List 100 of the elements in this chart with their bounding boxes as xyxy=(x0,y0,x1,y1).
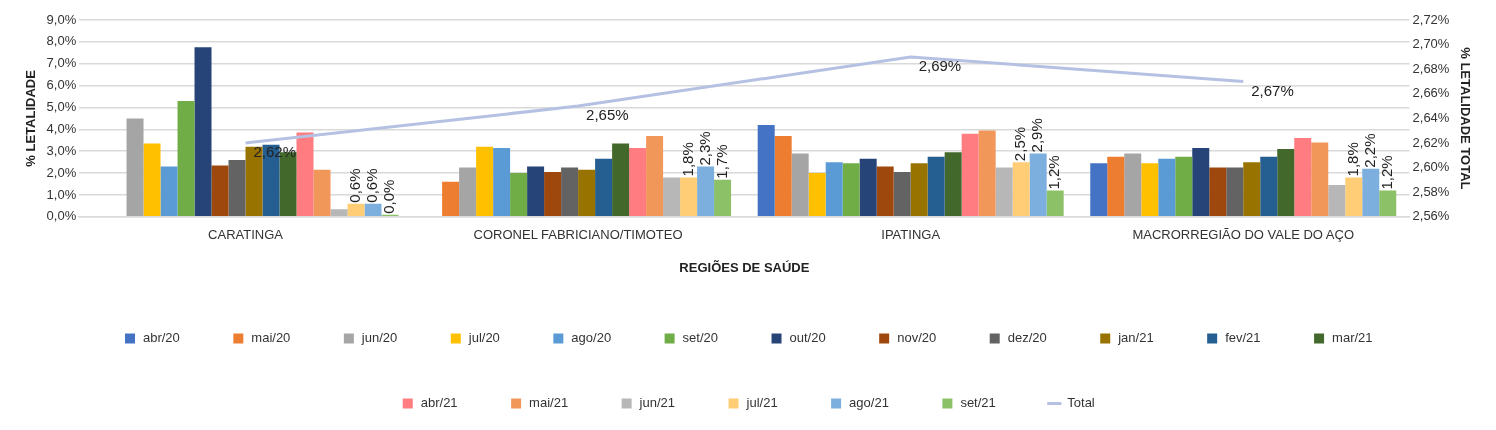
y2-tick-label: 2,72% xyxy=(1412,11,1450,27)
y-tick-label: 2,0% xyxy=(46,164,77,180)
bar xyxy=(1107,156,1125,217)
bar xyxy=(1029,153,1047,217)
data-label: 0,6% xyxy=(346,168,364,203)
bar xyxy=(1379,190,1397,217)
bar xyxy=(442,181,460,217)
bar xyxy=(774,135,792,217)
data-label: 2,2% xyxy=(1360,133,1378,168)
legend-label: ago/20 xyxy=(571,330,612,346)
y-tick-label: 6,0% xyxy=(46,77,77,93)
bar xyxy=(1345,177,1363,217)
bar xyxy=(595,158,613,217)
bar xyxy=(791,153,809,217)
y2-tick-label: 2,58% xyxy=(1412,183,1450,199)
bar xyxy=(995,167,1013,217)
legend-label: set/20 xyxy=(682,330,719,346)
bar xyxy=(1012,162,1030,217)
bar xyxy=(313,169,331,217)
bar xyxy=(1226,167,1244,217)
y2-axis-title: % LETALIDADE TOTAL xyxy=(1457,47,1473,190)
bar xyxy=(194,47,212,217)
y-tick-label: 9,0% xyxy=(46,11,77,27)
y2-tick-label: 2,70% xyxy=(1412,36,1450,52)
y2-tick-label: 2,60% xyxy=(1412,159,1450,175)
y2-tick-label: 2,62% xyxy=(1412,134,1450,150)
bar xyxy=(228,159,246,217)
y-tick-label: 0,0% xyxy=(46,208,77,224)
legend-label: abr/20 xyxy=(142,330,180,346)
data-label: 1,7% xyxy=(712,144,730,179)
legend-label: mai/20 xyxy=(251,330,291,346)
bar xyxy=(1328,185,1346,217)
data-label: 2,5% xyxy=(1011,126,1029,162)
bar xyxy=(126,118,144,217)
bar xyxy=(561,167,579,217)
bar xyxy=(859,158,877,217)
data-label: 1,2% xyxy=(1377,155,1395,190)
legend-label: fev/21 xyxy=(1225,330,1261,346)
y2-tick-label: 2,56% xyxy=(1412,208,1450,224)
bar xyxy=(646,135,664,217)
bar xyxy=(510,173,528,217)
y-axis-title: % LETALIDADE xyxy=(23,69,39,167)
bar xyxy=(1243,162,1261,217)
y-tick-label: 8,0% xyxy=(46,33,77,49)
data-label: 0,6% xyxy=(363,168,381,203)
y2-tick-label: 2,66% xyxy=(1412,85,1450,101)
legend-label: set/21 xyxy=(960,395,996,411)
x-tick-label: CARATINGA xyxy=(208,227,284,243)
bar xyxy=(910,163,928,217)
y2-tick-label: 2,64% xyxy=(1412,109,1450,125)
bar xyxy=(612,143,630,217)
x-tick-label: CORONEL FABRICIANO/TIMOTEO xyxy=(473,227,683,243)
data-label: 1,2% xyxy=(1045,155,1063,190)
bar xyxy=(1158,158,1176,217)
bar xyxy=(177,100,195,217)
bar xyxy=(697,166,715,217)
bar xyxy=(961,133,979,217)
legend-label: out/20 xyxy=(789,330,826,346)
legend-label: jun/20 xyxy=(360,330,398,346)
bar xyxy=(527,166,545,217)
data-label: 2,3% xyxy=(695,131,713,166)
x-tick-label: IPATINGA xyxy=(881,227,941,243)
bar xyxy=(459,167,477,217)
legend-label: jul/20 xyxy=(467,330,500,346)
legend-label: jan/21 xyxy=(1117,330,1154,346)
bar xyxy=(578,169,596,217)
legend-label: mai/21 xyxy=(529,395,569,411)
bar xyxy=(842,163,860,217)
bar xyxy=(330,209,348,217)
x-tick-label: MACRORREGIÃO DO VALE DO AÇO xyxy=(1132,227,1355,243)
y-tick-label: 4,0% xyxy=(46,120,77,136)
bar xyxy=(629,147,647,217)
bar xyxy=(927,156,945,217)
bar xyxy=(1277,149,1295,217)
bar xyxy=(757,124,775,217)
data-label: 1,8% xyxy=(1343,142,1361,177)
legend-label: Total xyxy=(1067,395,1095,411)
y2-tick-label: 2,68% xyxy=(1412,60,1450,76)
bar xyxy=(364,203,382,217)
bar xyxy=(808,173,826,217)
data-label: 1,8% xyxy=(678,142,696,177)
bar xyxy=(1260,156,1278,217)
bar xyxy=(493,147,511,217)
y-tick-label: 5,0% xyxy=(46,99,77,115)
bar xyxy=(978,130,996,217)
bar xyxy=(296,132,314,217)
data-label: 0,0% xyxy=(380,179,398,214)
bar xyxy=(347,203,365,217)
data-label: 2,65% xyxy=(586,106,629,124)
bar xyxy=(1124,153,1142,217)
bar xyxy=(1175,156,1193,217)
legend-label: jun/21 xyxy=(638,395,676,411)
bar xyxy=(476,146,494,217)
legend-label: dez/20 xyxy=(1007,330,1047,346)
legend-label: abr/21 xyxy=(420,395,458,411)
bar xyxy=(944,152,962,217)
data-label: 2,9% xyxy=(1028,118,1046,153)
x-axis-title: REGIÕES DE SAÚDE xyxy=(679,259,810,275)
bar xyxy=(680,177,698,217)
bar xyxy=(714,179,732,217)
